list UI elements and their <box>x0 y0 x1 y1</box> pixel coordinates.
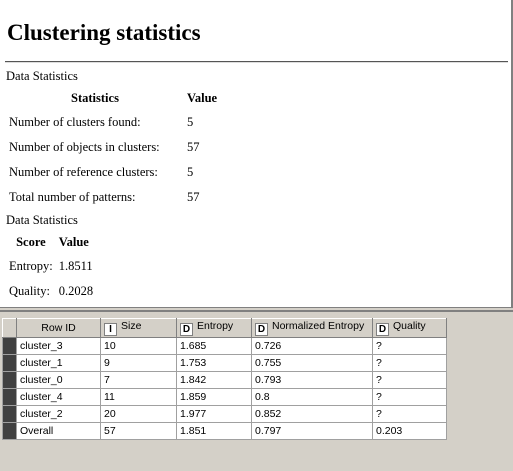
stats-value: 5 <box>187 165 194 179</box>
table-row[interactable]: Overall 57 1.851 0.797 0.203 <box>2 422 447 440</box>
score-row: Quality: 0.2028 <box>6 279 96 304</box>
row-marker[interactable] <box>2 405 17 423</box>
cell-row-id[interactable]: cluster_0 <box>16 371 101 389</box>
table-row[interactable]: cluster_2 20 1.977 0.852 ? <box>2 405 447 423</box>
title-divider <box>5 61 508 63</box>
score-value: 0.2028 <box>58 284 94 298</box>
integer-type-icon: I <box>104 323 117 336</box>
cell-entropy[interactable]: 1.753 <box>176 354 252 372</box>
cell-quality[interactable]: 0.203 <box>372 422 447 440</box>
column-header-score: Score <box>16 234 46 249</box>
data-table-panel: Row ID I Size D Entropy D Normalized Entrop… <box>0 310 513 471</box>
cell-size[interactable]: 57 <box>100 422 177 440</box>
cell-entropy[interactable]: 1.685 <box>176 337 252 355</box>
row-marker[interactable] <box>2 354 17 372</box>
column-header-row-id[interactable]: Row ID <box>16 318 101 338</box>
cell-normalized-entropy[interactable]: 0.852 <box>251 405 373 423</box>
report-panel: Clustering statistics Data Statistics St… <box>0 0 513 308</box>
stats-value: 57 <box>187 140 200 154</box>
double-type-icon: D <box>180 323 193 336</box>
score-value: 1.8511 <box>58 259 93 273</box>
score-table: Score Value Entropy: 1.8511 Quality: 0.2… <box>6 230 96 304</box>
column-header-value: Value <box>187 90 218 105</box>
stats-label: Number of reference clusters: <box>9 165 158 179</box>
column-header-value: Value <box>58 234 89 249</box>
stats-label: Total number of patterns: <box>9 190 136 204</box>
cell-row-id[interactable]: cluster_3 <box>16 337 101 355</box>
section-title-score: Data Statistics <box>6 213 78 227</box>
cell-quality[interactable]: ? <box>372 388 447 406</box>
table-row[interactable]: cluster_1 9 1.753 0.755 ? <box>2 354 447 372</box>
cell-size[interactable]: 11 <box>100 388 177 406</box>
column-header-size[interactable]: I Size <box>100 318 177 338</box>
page-title: Clustering statistics <box>7 20 201 45</box>
data-table: Row ID I Size D Entropy D Normalized Entrop… <box>2 318 447 440</box>
double-type-icon: D <box>376 323 389 336</box>
cell-size[interactable]: 10 <box>100 337 177 355</box>
score-label: Entropy: <box>9 259 53 273</box>
stats-label: Number of clusters found: <box>9 115 141 129</box>
table-row[interactable]: cluster_4 11 1.859 0.8 ? <box>2 388 447 406</box>
table-row[interactable]: cluster_3 10 1.685 0.726 ? <box>2 337 447 355</box>
cell-entropy[interactable]: 1.977 <box>176 405 252 423</box>
stats-row: Number of objects in clusters: 57 <box>6 135 220 160</box>
stats-row: Number of reference clusters: 5 <box>6 160 220 185</box>
cell-normalized-entropy[interactable]: 0.797 <box>251 422 373 440</box>
section-title-data-statistics: Data Statistics <box>6 69 78 83</box>
data-statistics-table: Statistics Value Number of clusters foun… <box>6 86 220 210</box>
column-header-entropy[interactable]: D Entropy <box>176 318 252 338</box>
cell-entropy[interactable]: 1.851 <box>176 422 252 440</box>
table-row[interactable]: cluster_0 7 1.842 0.793 ? <box>2 371 447 389</box>
cell-row-id[interactable]: cluster_1 <box>16 354 101 372</box>
row-marker[interactable] <box>2 422 17 440</box>
cell-quality[interactable]: ? <box>372 337 447 355</box>
cell-size[interactable]: 20 <box>100 405 177 423</box>
score-label: Quality: <box>9 284 50 298</box>
column-header-quality[interactable]: D Quality <box>372 318 447 338</box>
row-marker[interactable] <box>2 388 17 406</box>
score-row: Entropy: 1.8511 <box>6 254 96 279</box>
cell-row-id[interactable]: cluster_2 <box>16 405 101 423</box>
double-type-icon: D <box>255 323 268 336</box>
stats-value: 5 <box>187 115 194 129</box>
cell-quality[interactable]: ? <box>372 371 447 389</box>
row-header-corner <box>2 318 17 338</box>
cell-quality[interactable]: ? <box>372 354 447 372</box>
cell-normalized-entropy[interactable]: 0.793 <box>251 371 373 389</box>
cell-entropy[interactable]: 1.859 <box>176 388 252 406</box>
cell-size[interactable]: 7 <box>100 371 177 389</box>
cell-entropy[interactable]: 1.842 <box>176 371 252 389</box>
cell-row-id[interactable]: cluster_4 <box>16 388 101 406</box>
stats-label: Number of objects in clusters: <box>9 140 160 154</box>
cell-normalized-entropy[interactable]: 0.8 <box>251 388 373 406</box>
stats-row: Number of clusters found: 5 <box>6 110 220 135</box>
column-header-normalized-entropy[interactable]: D Normalized Entropy <box>251 318 373 338</box>
cell-size[interactable]: 9 <box>100 354 177 372</box>
stats-value: 57 <box>187 190 200 204</box>
row-marker[interactable] <box>2 371 17 389</box>
cell-normalized-entropy[interactable]: 0.726 <box>251 337 373 355</box>
cell-quality[interactable]: ? <box>372 405 447 423</box>
row-marker[interactable] <box>2 337 17 355</box>
cell-normalized-entropy[interactable]: 0.755 <box>251 354 373 372</box>
cell-row-id[interactable]: Overall <box>16 422 101 440</box>
column-header-statistics: Statistics <box>71 90 119 105</box>
stats-row: Total number of patterns: 57 <box>6 185 220 210</box>
